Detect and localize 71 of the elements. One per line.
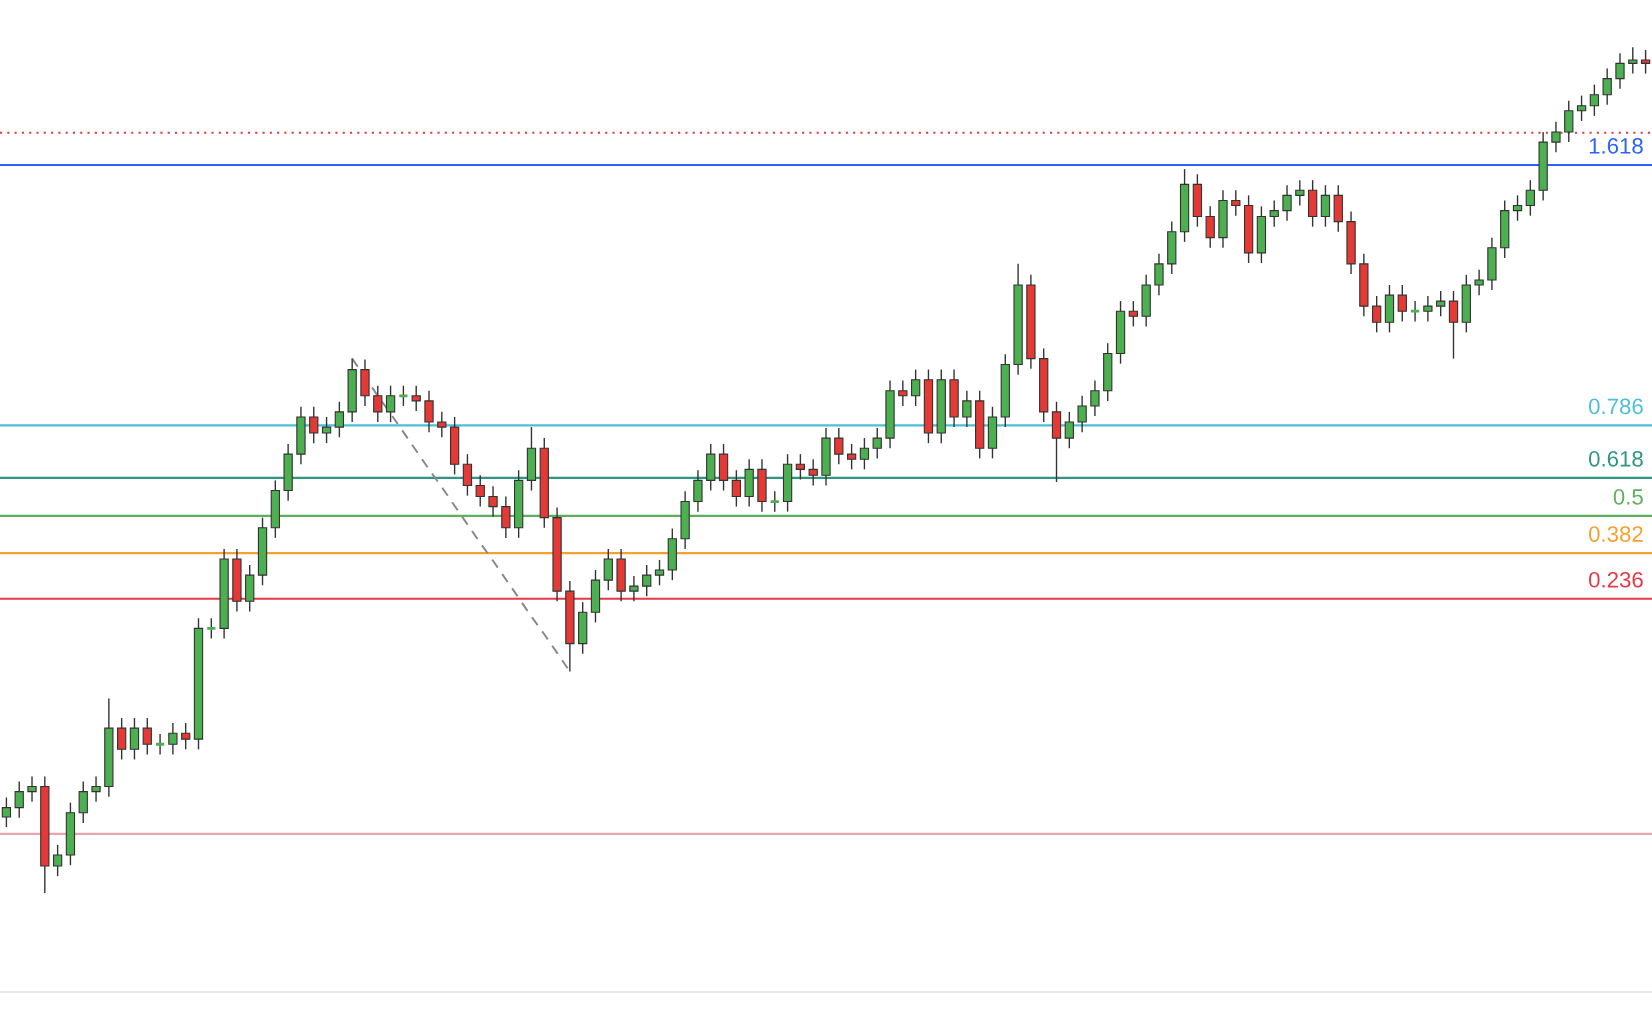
candlestick — [731, 469, 742, 508]
candlestick — [846, 443, 857, 471]
candlestick — [603, 548, 613, 592]
candlestick — [834, 427, 844, 466]
candlestick — [52, 844, 63, 877]
candlestick — [385, 384, 396, 423]
candlestick — [27, 775, 37, 803]
candlestick — [1512, 194, 1523, 222]
candlestick — [962, 390, 972, 428]
candlestick — [129, 717, 140, 761]
candlestick — [1320, 184, 1331, 228]
candlestick — [78, 780, 88, 824]
candlestick — [859, 437, 870, 471]
candlestick — [1564, 99, 1574, 143]
candlestick — [1551, 121, 1561, 153]
candlestick — [1205, 205, 1215, 249]
candlestick — [1448, 290, 1459, 360]
candlestick — [1397, 284, 1407, 323]
candlestick — [910, 368, 921, 407]
candlestick — [898, 379, 908, 407]
candlestick — [1628, 46, 1638, 75]
annotation: 0.618 — [1589, 450, 1643, 467]
candlestick — [1372, 295, 1382, 334]
candlestick — [1231, 189, 1241, 217]
candlestick — [1474, 269, 1484, 296]
candlestick — [373, 384, 383, 423]
candlestick — [181, 722, 191, 751]
candlestick — [117, 717, 127, 761]
candlestick — [1602, 67, 1612, 106]
candlestick — [1090, 379, 1100, 417]
candlestick — [654, 559, 665, 586]
candlestick — [142, 717, 152, 756]
candlestick — [437, 411, 447, 438]
candlestick — [872, 427, 882, 460]
candlestick — [1, 796, 12, 828]
candlestick — [424, 390, 434, 433]
candlestick — [1077, 395, 1087, 433]
annotation: 0.236 — [1589, 571, 1643, 588]
candlestick — [462, 453, 473, 497]
candlestick — [488, 485, 498, 518]
candlestick — [14, 780, 24, 819]
candlestick — [91, 775, 101, 803]
annotation: 0.5 — [1613, 489, 1643, 505]
candlestick — [334, 401, 345, 438]
candlestick — [1269, 199, 1279, 228]
candlestick — [795, 453, 806, 481]
candlestick — [1640, 49, 1651, 75]
candlestick — [808, 458, 818, 487]
annotation: 0.382 — [1589, 526, 1643, 542]
candlestick — [1064, 411, 1074, 449]
candlestick — [1154, 253, 1164, 296]
candlestick — [1525, 179, 1535, 217]
candlestick — [1615, 52, 1625, 90]
candlestick — [475, 474, 485, 508]
candlestick — [1576, 94, 1587, 122]
candlestick — [168, 722, 178, 756]
candlestick — [309, 406, 319, 444]
candlestick — [501, 495, 511, 539]
candlestick — [321, 416, 332, 444]
candlestick — [693, 469, 703, 513]
annotation: 0.786 — [1589, 398, 1643, 415]
candlestick — [1423, 295, 1433, 323]
annotation: 1.618 — [1589, 138, 1643, 154]
candlestick — [642, 564, 652, 597]
candlestick — [1436, 290, 1446, 317]
candlestick — [1128, 300, 1139, 328]
candlestick — [411, 384, 421, 412]
candlestick — [1282, 184, 1292, 222]
candlestick — [1589, 83, 1600, 117]
candlestick — [629, 575, 639, 603]
candlestick — [1295, 179, 1305, 207]
